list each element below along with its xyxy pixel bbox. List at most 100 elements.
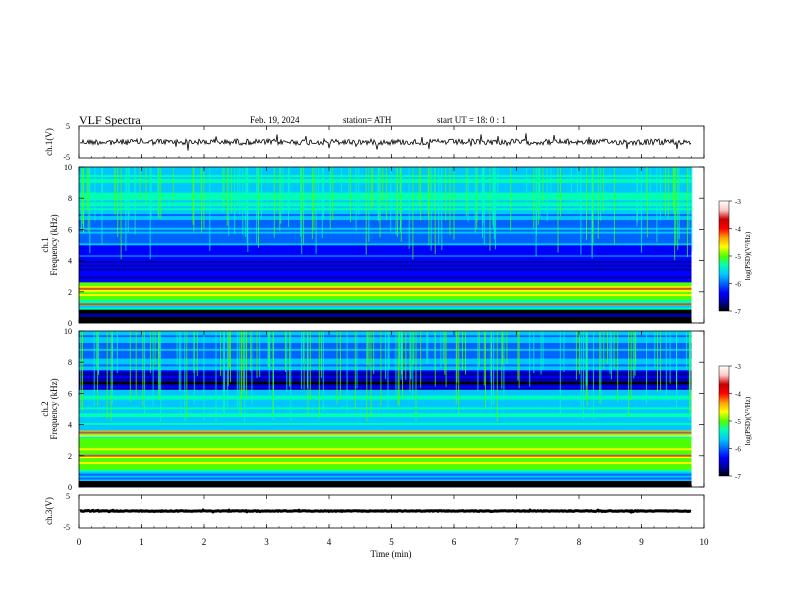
ch1-spec-ylabel: Frequency (kHz) xyxy=(49,214,59,275)
spectrogram-band xyxy=(79,245,692,248)
spectrogram-spheric xyxy=(585,331,587,386)
spectrogram-band xyxy=(79,272,692,275)
spectrogram-spheric xyxy=(238,331,240,416)
spectrogram-spheric xyxy=(87,167,89,233)
spectrogram-spheric xyxy=(116,331,118,374)
spectrogram-spheric xyxy=(89,167,91,254)
ch1-ytick-bottom: -5 xyxy=(63,153,70,162)
spectrogram-spheric xyxy=(134,167,136,235)
spectrogram-spheric xyxy=(321,167,323,238)
spectrogram-spheric xyxy=(157,167,159,202)
spectrogram-spheric xyxy=(613,167,615,244)
spectrogram-band xyxy=(79,278,692,281)
spectrogram-spheric xyxy=(370,331,372,418)
spectrogram-spheric xyxy=(501,331,503,389)
spectrogram-spheric xyxy=(149,331,151,373)
spectrogram-band xyxy=(79,219,692,222)
spectrogram-spheric xyxy=(599,331,601,404)
spectrogram-spheric xyxy=(323,167,324,220)
spectrogram-spheric xyxy=(193,331,195,405)
spectrogram-band xyxy=(79,469,692,472)
spectrogram-band xyxy=(79,399,692,402)
ch1-spectrogram-panel: 0 2 4 6 8 10 ch.1 Frequency (kHz) xyxy=(40,163,705,328)
spectrogram-spheric xyxy=(510,167,512,231)
freq-tick-label: 8 xyxy=(68,358,72,367)
spectrogram-spheric xyxy=(301,331,303,390)
spectrogram-spheric xyxy=(591,167,593,255)
spectrogram-spheric xyxy=(529,331,531,387)
spectrogram-band xyxy=(79,258,692,261)
spectrogram-spheric xyxy=(597,167,599,239)
spectrogram-band xyxy=(79,190,692,193)
spectrogram-band xyxy=(79,231,692,234)
spectrogram-hum-line xyxy=(79,454,692,457)
spectrogram-band xyxy=(79,473,692,476)
spectrogram-band xyxy=(79,461,692,464)
spectrogram-spheric xyxy=(184,331,186,421)
spectrogram-band xyxy=(79,448,692,451)
ch1-xtick-marks xyxy=(78,126,705,158)
spectrogram-spheric xyxy=(669,331,671,384)
spectrogram-spheric xyxy=(243,331,245,393)
spectrogram-spheric xyxy=(230,331,231,383)
freq-tick-label: 4 xyxy=(68,257,72,266)
spectrogram-spheric xyxy=(172,167,174,201)
time-tick-label: 9 xyxy=(639,537,644,547)
spectrogram-spheric xyxy=(410,331,412,380)
spectrogram-spheric xyxy=(559,331,561,417)
spectrogram-band xyxy=(79,459,692,462)
station-label: station= ATH xyxy=(343,115,392,125)
spectrogram-spheric xyxy=(245,167,247,237)
spectrogram-spheric xyxy=(673,167,675,215)
spectrogram-spheric xyxy=(286,331,288,393)
spectrogram-spheric xyxy=(101,167,103,245)
spectrogram-spheric xyxy=(86,167,88,210)
spectrogram-spheric xyxy=(533,167,535,229)
spectrogram-spheric xyxy=(315,167,317,254)
spectrogram-spheric xyxy=(660,331,662,391)
spectrogram-spheric xyxy=(285,331,286,372)
spectrogram-band xyxy=(79,248,692,252)
spectrogram-spheric xyxy=(654,331,656,369)
time-tick-label: 6 xyxy=(452,537,457,547)
spectrogram-band xyxy=(79,403,692,406)
spectrogram-band xyxy=(79,235,692,238)
spectrogram-band xyxy=(79,297,692,300)
spectrogram-spheric xyxy=(110,331,112,422)
spectrogram-band xyxy=(79,178,692,181)
spectrogram-spheric xyxy=(550,167,552,200)
spectrogram-spheric xyxy=(502,331,503,365)
spectrogram-spheric xyxy=(656,167,658,243)
ch2-colorbar-label: log(PSD)(V²/Hz) xyxy=(744,396,752,445)
time-tick-label: 1 xyxy=(139,537,144,547)
time-tick-label: 7 xyxy=(514,537,519,547)
spectrogram-band xyxy=(79,239,692,242)
spectrogram-band xyxy=(79,266,692,269)
spectrogram-band xyxy=(79,420,692,423)
ch2-freq-ticks: 0 2 4 6 8 10 xyxy=(64,327,704,492)
spectrogram-spheric xyxy=(395,167,397,235)
spectrogram-band xyxy=(79,393,692,396)
spectrogram-spheric xyxy=(269,331,271,369)
spectrogram-spheric xyxy=(282,167,284,214)
spectrogram-spheric xyxy=(367,331,369,365)
spectrogram-spheric xyxy=(201,167,203,233)
spectrogram-spheric xyxy=(339,331,341,400)
freq-tick-label: 6 xyxy=(68,225,72,234)
spectrogram-spheric xyxy=(691,167,693,252)
spectrogram-spheric xyxy=(135,331,137,398)
spectrogram-spheric xyxy=(241,331,243,399)
spectrogram-spheric xyxy=(427,167,429,218)
spectrogram-band xyxy=(79,170,692,174)
spectrogram-band xyxy=(79,209,692,213)
start-time-label: start UT = 18: 0 : 1 xyxy=(437,115,506,125)
spectrogram-spheric xyxy=(176,331,178,366)
ch1-spectrogram-image xyxy=(79,167,693,324)
spectrogram-band xyxy=(79,428,692,431)
spectrogram-spheric xyxy=(203,167,205,229)
spectrogram-spheric xyxy=(607,331,608,365)
spectrogram-spheric xyxy=(289,331,291,387)
spectrogram-spheric xyxy=(456,331,458,383)
ch2-colorbar-ticks: -3 -4 -5 -6 -7 xyxy=(729,363,741,481)
spectrogram-band xyxy=(79,391,692,394)
